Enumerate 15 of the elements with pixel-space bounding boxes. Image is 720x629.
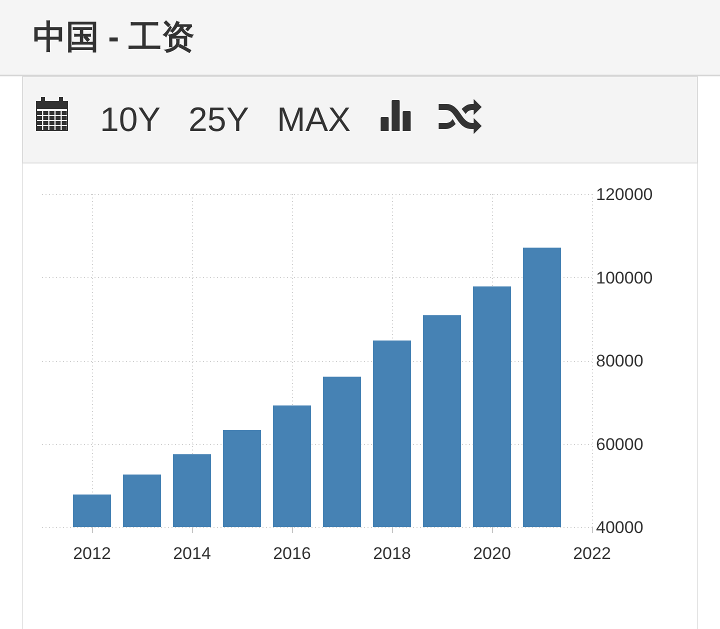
label: 10Y	[100, 101, 160, 139]
tick-label: 120000	[596, 185, 653, 204]
tick-label: 100000	[596, 268, 653, 288]
label: MAX	[277, 101, 351, 139]
tick-label: 2018	[373, 544, 411, 563]
tick-label: 80000	[596, 352, 644, 370]
tick-label: 2012	[73, 544, 111, 563]
label: 25Y	[188, 101, 249, 139]
title: 中国 - 工资	[33, 18, 194, 55]
tick-label: 40000	[596, 518, 644, 537]
tick-label: 2016	[273, 544, 311, 563]
tick-label: 2022	[573, 544, 611, 563]
tick-label: 2020	[473, 544, 511, 563]
tick-label: 2014	[173, 544, 211, 563]
tick-label: 60000	[596, 434, 644, 454]
